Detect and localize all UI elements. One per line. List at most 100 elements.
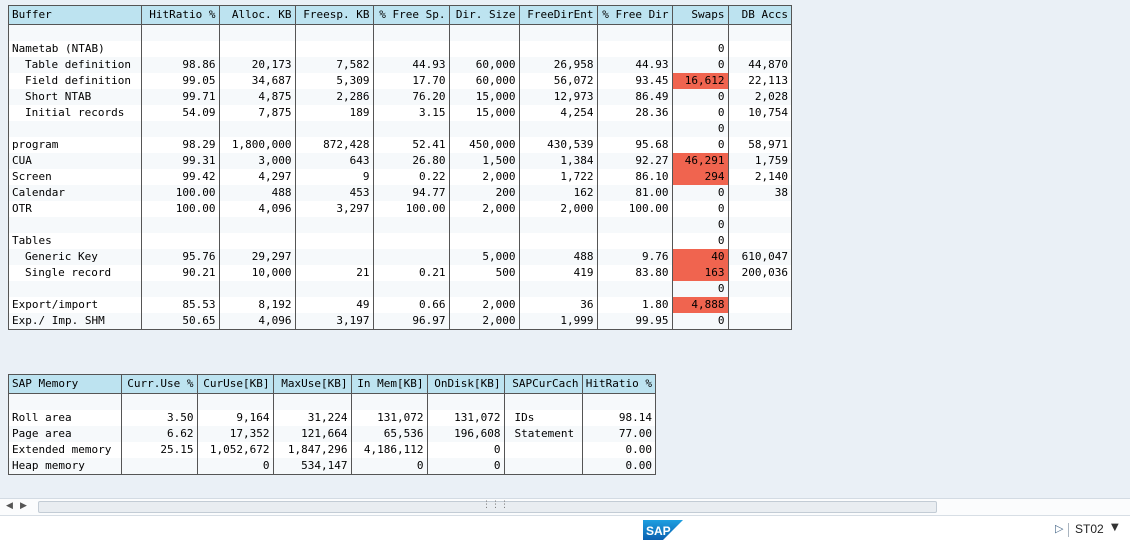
memory-cell: IDs	[503, 410, 582, 426]
buffer-cell	[727, 297, 791, 313]
buffer-header-2[interactable]: Alloc. KB	[218, 6, 295, 25]
buffer-cell: 28.36	[596, 105, 672, 121]
memory-header-7[interactable]: HitRatio %	[581, 375, 655, 394]
scroll-track[interactable]: ⋮⋮⋮	[38, 500, 937, 513]
buffer-header-3[interactable]: Freesp. KB	[294, 6, 373, 25]
status-bar: SAP ▷ ST02 ▼	[0, 515, 1130, 543]
memory-cell: 0	[196, 458, 273, 474]
buffer-row	[9, 24, 791, 41]
buffer-cell	[727, 313, 791, 329]
dropdown-icon[interactable]: ▼	[1111, 522, 1119, 533]
buffer-cell	[372, 121, 449, 137]
buffer-cell: 7,582	[294, 57, 373, 73]
buffer-cell: Nametab (NTAB)	[12, 42, 105, 55]
buffer-row: CUA 99.31 3,000 643 26.80 1,500 1,384 92.27 46,2…	[9, 153, 791, 169]
memory-cell: 131,072	[350, 410, 427, 426]
memory-row: Extended memory 25.15 1,052,672 1,847,296 4,…	[9, 442, 655, 458]
buffer-header-8[interactable]: Swaps	[671, 6, 728, 25]
buffer-cell: 3,197	[294, 313, 373, 329]
buffer-header-5[interactable]: Dir. Size	[448, 6, 519, 25]
memory-cell: Extended memory	[12, 443, 112, 456]
buffer-row: Nametab (NTAB) 0	[9, 41, 791, 57]
buffer-cell: 3,297	[294, 201, 373, 217]
buffer-cell: 430,539	[518, 137, 597, 153]
buffer-header-0[interactable]: Buffer	[9, 6, 141, 25]
buffer-cell	[9, 217, 141, 233]
buffer-table-panel: Buffer HitRatio % Alloc. KB Freesp. KB% Fre…	[8, 5, 792, 330]
buffer-cell: 162	[518, 185, 597, 201]
buffer-cell: 8,192	[218, 297, 295, 313]
memory-header-2[interactable]: CurUse[KB]	[196, 375, 273, 394]
buffer-cell	[727, 24, 791, 41]
memory-header-1[interactable]: Curr.Use %	[120, 375, 197, 394]
buffer-cell: Field definition	[25, 74, 131, 87]
buffer-cell	[294, 41, 373, 57]
memory-cell: 6.62	[120, 426, 197, 442]
buffer-cell: 85.53	[140, 297, 219, 313]
memory-cell: 9,164	[196, 410, 273, 426]
buffer-cell: 2,286	[294, 89, 373, 105]
buffer-cell: 16,612	[671, 73, 728, 89]
buffer-cell: 163	[671, 265, 728, 281]
buffer-row: Calendar 100.00 488 453 94.77 200 162 81.00 0 38	[9, 185, 791, 201]
buffer-cell: 20,173	[218, 57, 295, 73]
memory-cell: 4,186,112	[350, 442, 427, 458]
buffer-row: 0	[9, 217, 791, 233]
buffer-table: Buffer HitRatio % Alloc. KB Freesp. KB% Fre…	[9, 6, 791, 329]
buffer-cell: 189	[294, 105, 373, 121]
memory-cell: 65,536	[350, 426, 427, 442]
sap-logo-text: SAP	[646, 524, 671, 538]
buffer-cell: 610,047	[727, 249, 791, 265]
buffer-cell	[372, 41, 449, 57]
memory-header-4[interactable]: In Mem[KB]	[350, 375, 427, 394]
buffer-cell: 99.71	[140, 89, 219, 105]
buffer-cell: 2,140	[727, 169, 791, 185]
buffer-cell: 3,000	[218, 153, 295, 169]
play-icon[interactable]: ▷	[1055, 522, 1064, 535]
memory-header-3[interactable]: MaxUse[KB]	[272, 375, 351, 394]
buffer-cell: 21	[294, 265, 373, 281]
right-arrow-icon[interactable]: ▶	[20, 501, 27, 511]
buffer-cell: 9.76	[596, 249, 672, 265]
buffer-cell	[372, 233, 449, 249]
memory-cell: 0.00	[581, 458, 655, 474]
buffer-cell	[9, 281, 141, 297]
buffer-cell	[448, 24, 519, 41]
buffer-cell: 1,759	[727, 153, 791, 169]
buffer-cell: 0.66	[372, 297, 449, 313]
buffer-cell: 0	[671, 185, 728, 201]
buffer-cell	[294, 281, 373, 297]
memory-header-0[interactable]: SAP Memory	[9, 375, 121, 394]
buffer-cell: 0	[671, 57, 728, 73]
buffer-cell: 10,754	[727, 105, 791, 121]
buffer-row: 0	[9, 281, 791, 297]
buffer-header-4[interactable]: % Free Sp.	[372, 6, 449, 25]
scroll-grip-icon[interactable]: ⋮⋮⋮	[482, 500, 509, 510]
buffer-cell: 86.10	[596, 169, 672, 185]
memory-row: Page area 6.62 17,352 121,664 65,536 196,608 S…	[9, 426, 655, 442]
buffer-cell: 1,384	[518, 153, 597, 169]
buffer-cell: 2,000	[448, 297, 519, 313]
buffer-cell: 44.93	[372, 57, 449, 73]
buffer-cell	[218, 41, 295, 57]
buffer-cell: 92.27	[596, 153, 672, 169]
memory-header-6[interactable]: SAPCurCach	[503, 375, 582, 394]
left-arrow-icon[interactable]: ◀	[6, 501, 13, 511]
buffer-header-7[interactable]: % Free Dir	[596, 6, 672, 25]
buffer-cell: 294	[671, 169, 728, 185]
memory-cell	[9, 393, 121, 410]
buffer-header-6[interactable]: FreeDirEnt	[518, 6, 597, 25]
buffer-header-9[interactable]: DB Accs	[727, 6, 791, 25]
status-system-label[interactable]: ST02	[1075, 522, 1104, 536]
horizontal-scrollbar[interactable]: ◀ ▶ ⋮⋮⋮	[0, 498, 1130, 515]
memory-header-5[interactable]: OnDisk[KB]	[426, 375, 504, 394]
buffer-header-1[interactable]: HitRatio %	[140, 6, 219, 25]
buffer-cell: 100.00	[140, 201, 219, 217]
buffer-cell: 15,000	[448, 89, 519, 105]
buffer-row: Export/import 85.53 8,192 49 0.66 2,000 36 1.80…	[9, 297, 791, 313]
buffer-cell: 98.86	[140, 57, 219, 73]
buffer-cell	[9, 24, 141, 41]
buffer-cell: 453	[294, 185, 373, 201]
memory-cell: 98.14	[581, 410, 655, 426]
memory-cell: Heap memory	[9, 458, 121, 474]
